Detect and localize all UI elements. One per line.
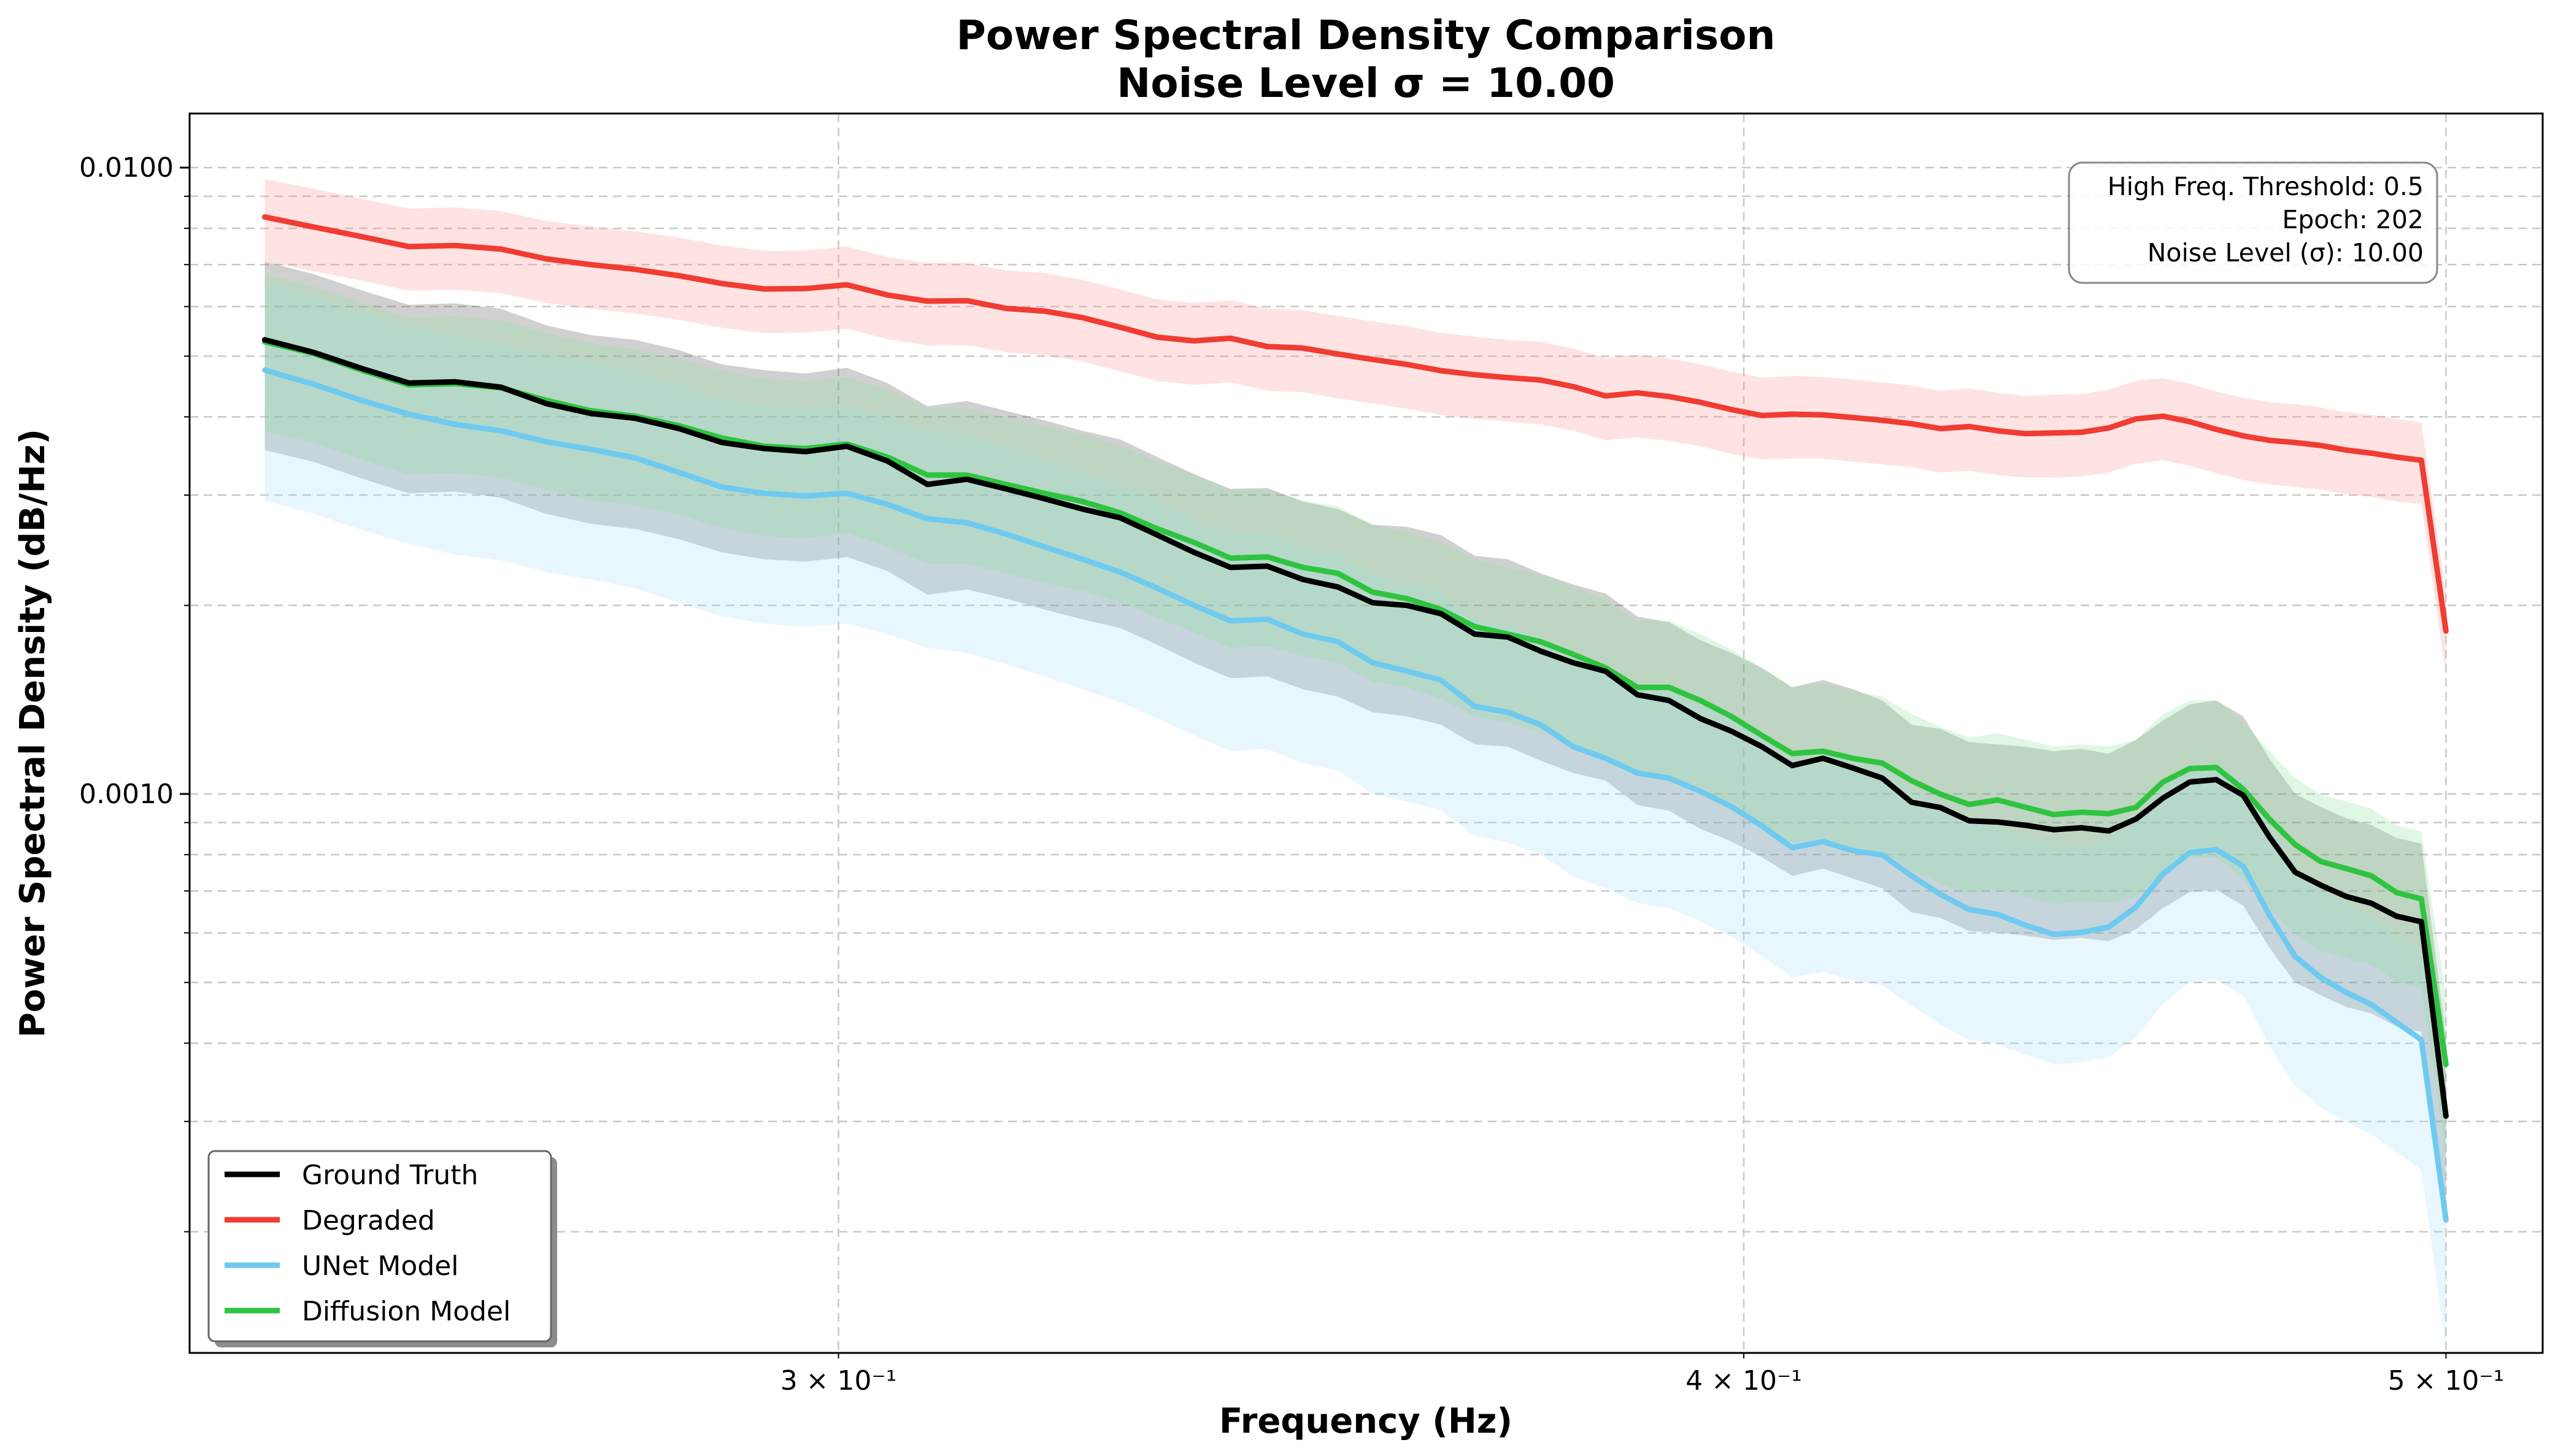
- line-unet-model: [262, 367, 2449, 1223]
- plot-frame: [188, 112, 2544, 1354]
- y-tick-label: 0.0010: [79, 779, 174, 810]
- y-axis-label: Power Spectral Density (dB/Hz): [13, 429, 53, 1038]
- axis-ticks: 3 × 10⁻¹ 4 × 10⁻¹ 5 × 10⁻¹ 0.0010 0.0100: [79, 152, 2504, 1396]
- band-ground-truth: [264, 261, 2446, 1227]
- line-diffusion-model: [262, 339, 2449, 1068]
- annotation-threshold: High Freq. Threshold: 0.5: [2108, 172, 2424, 201]
- legend-label-ground-truth: Ground Truth: [302, 1160, 478, 1191]
- x-tick-label: 3 × 10⁻¹: [780, 1365, 897, 1396]
- legend-label-degraded: Degraded: [302, 1205, 435, 1236]
- x-tick-label: 5 × 10⁻¹: [2388, 1365, 2505, 1396]
- y-tick-label: 0.0100: [79, 152, 174, 183]
- band-degraded: [264, 179, 2446, 675]
- chart-title: Power Spectral Density Comparison: [957, 12, 1776, 59]
- line-degraded: [262, 214, 2449, 634]
- line-ground-truth: [262, 337, 2449, 1119]
- annotation-noise-level: Noise Level (σ): 10.00: [2148, 238, 2424, 268]
- x-tick-label: 4 × 10⁻¹: [1685, 1365, 1802, 1396]
- band-unet-model: [264, 282, 2446, 1349]
- annotation-frame: [2068, 161, 2438, 284]
- legend-label-diffusion: Diffusion Model: [302, 1296, 510, 1327]
- legend: Ground Truth Degraded UNet Model Diffusi…: [207, 1150, 557, 1347]
- x-axis-label: Frequency (Hz): [1219, 1401, 1512, 1441]
- legend-label-unet: UNet Model: [302, 1250, 459, 1282]
- chart-subtitle: Noise Level σ = 10.00: [1117, 60, 1615, 107]
- annotation-epoch: Epoch: 202: [2282, 205, 2424, 234]
- annotation-box: High Freq. Threshold: 0.5 Epoch: 202 Noi…: [2068, 161, 2438, 284]
- legend-frame: [207, 1150, 552, 1342]
- series-lines: [262, 214, 2449, 1223]
